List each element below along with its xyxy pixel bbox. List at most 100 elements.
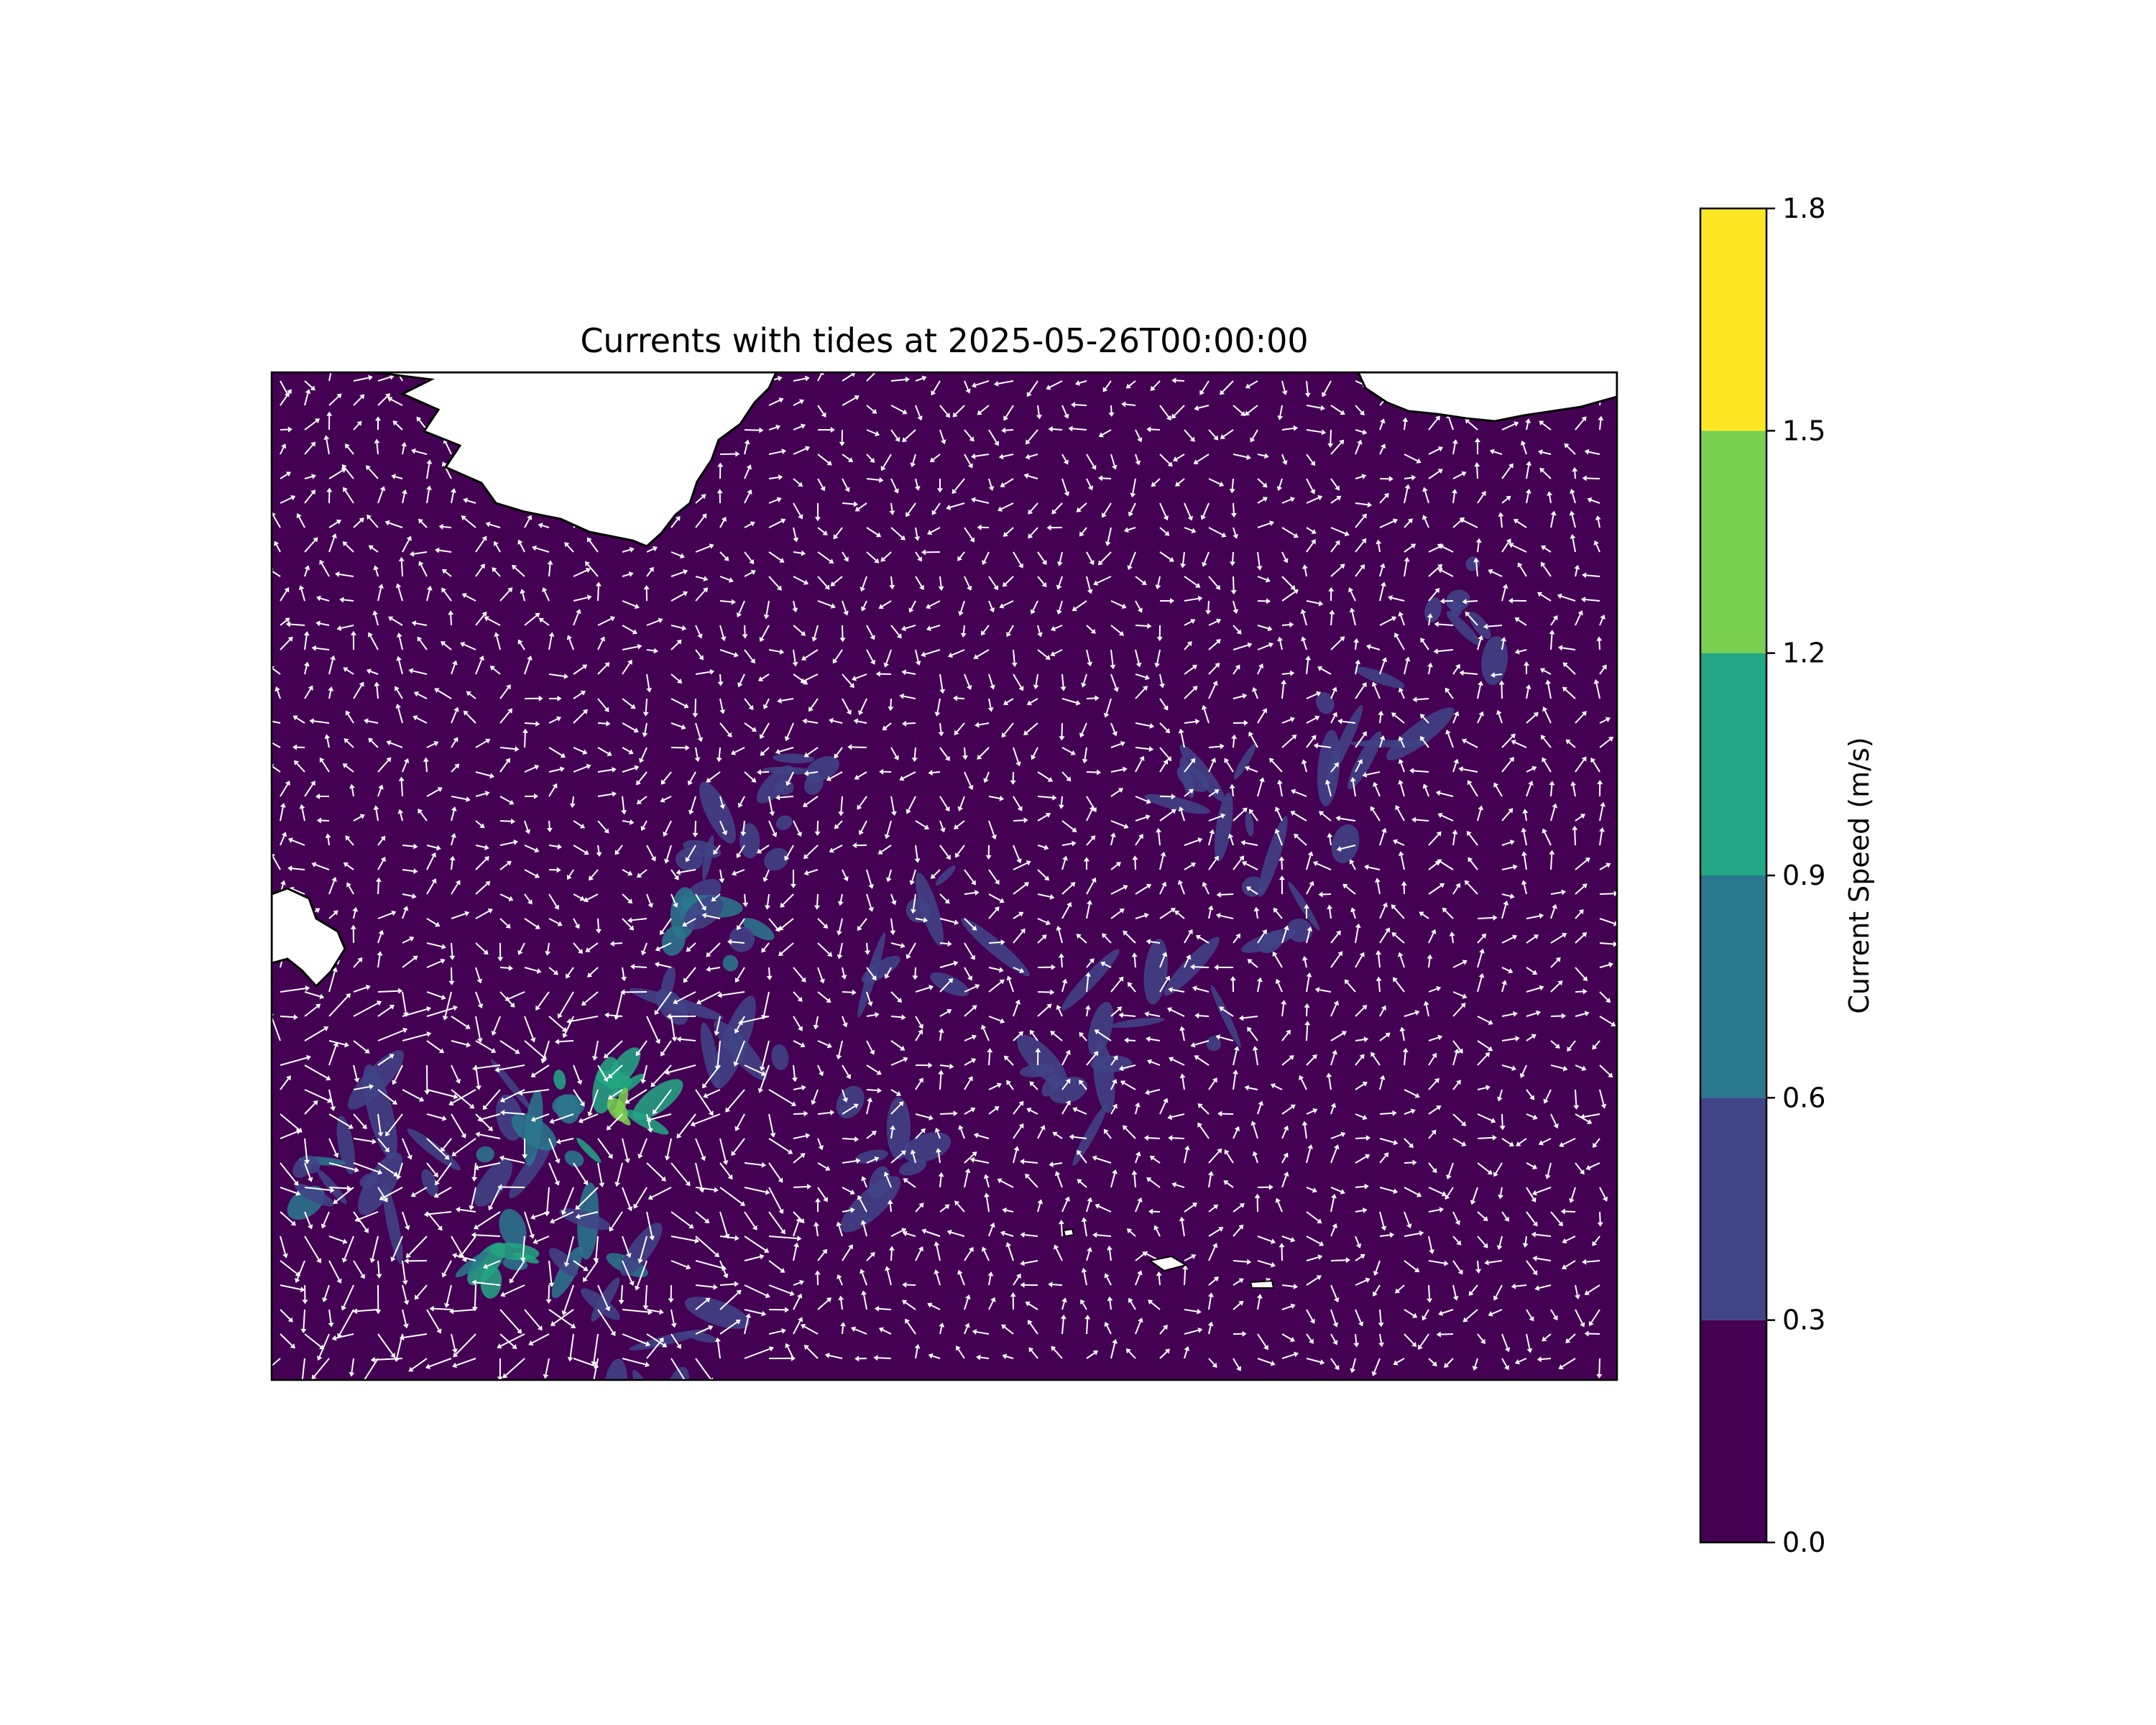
current-arrow [640, 1236, 648, 1260]
current-arrow-head [843, 876, 849, 882]
current-arrow-head [798, 514, 803, 520]
current-arrow-head [1438, 1310, 1444, 1316]
current-arrow-head [1455, 883, 1461, 888]
current-arrow [567, 967, 574, 976]
current-arrow [903, 771, 916, 779]
current-arrow [328, 995, 349, 1017]
current-arrow [1352, 911, 1356, 919]
current-arrow [347, 714, 354, 724]
current-arrow-head [854, 1356, 860, 1362]
current-arrow [1233, 1205, 1242, 1213]
current-arrow-head [545, 1299, 552, 1304]
current-arrow-head [765, 905, 770, 910]
current-arrow-head [293, 1180, 299, 1186]
current-arrow [964, 576, 970, 587]
current-arrow [336, 1333, 354, 1339]
current-arrow-head [1362, 1114, 1368, 1121]
current-arrow [1013, 1003, 1019, 1017]
current-arrow-head [1165, 975, 1170, 981]
current-arrow-head [647, 1128, 653, 1133]
current-arrow [1518, 1358, 1527, 1363]
current-arrow [1355, 663, 1359, 675]
current-arrow [597, 586, 599, 602]
current-arrow [1316, 862, 1332, 870]
current-arrow-head [530, 1072, 536, 1077]
current-arrow-head [575, 1205, 581, 1210]
current-arrow-head [327, 1098, 333, 1103]
current-arrow-head [373, 805, 379, 810]
current-arrow [1424, 787, 1429, 797]
current-arrow-head [1497, 1096, 1503, 1102]
current-arrow [1184, 643, 1190, 650]
current-arrow-head [1337, 718, 1342, 724]
current-arrow [768, 426, 777, 431]
current-arrow [862, 1223, 867, 1237]
current-arrow-head [1419, 714, 1425, 719]
current-arrow-head [497, 1184, 502, 1190]
current-arrow-head [1485, 1085, 1491, 1091]
current-arrow-head [1508, 597, 1513, 604]
current-arrow-head [971, 453, 976, 459]
current-arrow-head [581, 1000, 587, 1006]
current-arrow [1223, 429, 1234, 438]
current-arrow-head [842, 1097, 848, 1103]
current-arrow-head [1423, 1000, 1429, 1006]
current-arrow [1379, 618, 1393, 626]
current-arrow [1501, 423, 1516, 431]
current-arrow [983, 1250, 990, 1261]
current-arrow [929, 600, 941, 607]
current-arrow-head [934, 1241, 940, 1246]
speed-patch [499, 1208, 527, 1248]
current-arrow [475, 883, 488, 895]
current-arrow-head [455, 880, 461, 886]
current-arrow-head [860, 1269, 865, 1274]
current-arrow-head [341, 1305, 346, 1311]
current-arrow [522, 1089, 550, 1094]
current-arrow [1322, 813, 1332, 822]
current-arrow [1006, 698, 1014, 704]
current-arrow [1208, 1228, 1220, 1237]
current-arrow [1023, 1260, 1038, 1264]
current-arrow-head [407, 1154, 413, 1160]
current-arrow [451, 664, 456, 675]
current-arrow [666, 1138, 672, 1157]
current-arrow-head [451, 488, 456, 493]
current-arrow-head [796, 1217, 801, 1223]
current-arrow [1567, 446, 1576, 455]
current-arrow-head [1016, 858, 1022, 864]
current-arrow [671, 642, 679, 650]
current-arrow-head [676, 869, 681, 875]
current-arrow-head [1537, 592, 1543, 597]
current-arrow-head [300, 1328, 307, 1333]
current-arrow-head [1190, 619, 1196, 625]
current-arrow-head [821, 412, 826, 418]
current-arrow-head [1202, 561, 1207, 567]
current-arrow [744, 492, 750, 504]
current-arrow-head [1027, 1320, 1033, 1325]
current-arrow [622, 663, 631, 675]
current-arrow-head [482, 1105, 488, 1110]
current-arrow-head [1592, 1044, 1598, 1050]
current-arrow [280, 1187, 298, 1195]
current-arrow-head [646, 1116, 652, 1123]
current-arrow [964, 869, 975, 883]
current-arrow-head [1393, 1360, 1399, 1366]
current-arrow-head [1412, 696, 1417, 703]
current-arrow [1037, 796, 1053, 799]
current-arrow [1512, 544, 1527, 553]
current-arrow [1306, 1276, 1319, 1286]
current-arrow [1052, 428, 1063, 431]
current-arrow [1081, 527, 1087, 534]
current-arrow [671, 893, 676, 904]
current-arrow-head [464, 911, 470, 916]
current-arrow-head [1215, 584, 1221, 590]
current-arrow-head [824, 1353, 830, 1358]
current-arrow [304, 420, 317, 431]
current-arrow-head [1549, 781, 1555, 786]
current-arrow-head [307, 1224, 313, 1230]
current-arrow-head [1166, 1007, 1173, 1013]
current-arrow [781, 918, 794, 929]
speed-patch [899, 1159, 926, 1176]
current-arrow-head [1414, 1092, 1420, 1098]
current-arrow-head [649, 566, 654, 572]
